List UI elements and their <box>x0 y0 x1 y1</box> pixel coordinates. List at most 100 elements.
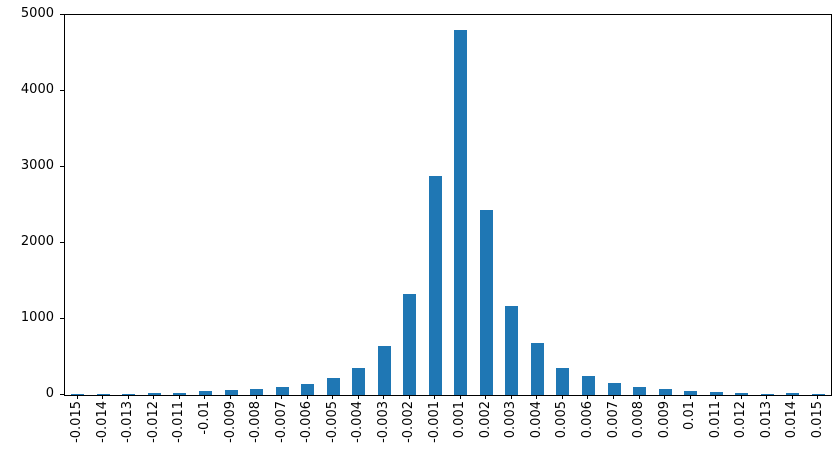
bar <box>147 393 161 395</box>
x-tick-mark <box>561 395 563 399</box>
x-tick-label: 0.014 <box>784 401 800 439</box>
y-tick-label: 0 <box>45 386 54 401</box>
x-tick-mark <box>817 395 819 399</box>
bar <box>735 393 749 395</box>
bar <box>811 394 825 395</box>
x-tick-label: -0.011 <box>171 401 187 443</box>
y-tick-label: 5000 <box>20 6 54 21</box>
bar <box>760 394 774 395</box>
bar <box>301 384 315 395</box>
x-tick-mark <box>332 395 334 399</box>
x-tick-label: 0.005 <box>554 401 570 439</box>
y-tick-mark <box>60 394 64 395</box>
bar <box>122 394 136 395</box>
bar <box>684 391 698 395</box>
x-tick-mark <box>510 395 512 399</box>
bar <box>352 368 366 395</box>
x-tick-label: -0.008 <box>248 401 263 443</box>
bar <box>403 294 417 395</box>
x-tick-mark <box>485 395 487 399</box>
x-tick-label: -0.014 <box>94 401 110 443</box>
x-tick-mark <box>127 395 129 399</box>
bar <box>556 368 570 395</box>
x-tick-mark <box>791 395 793 399</box>
x-tick-label: -0.009 <box>222 401 238 443</box>
x-tick-mark <box>740 395 742 399</box>
x-tick-label: 0.011 <box>707 401 723 439</box>
y-tick-label: 1000 <box>20 310 54 325</box>
plot-area <box>64 14 832 396</box>
bar <box>709 392 723 395</box>
bar <box>607 383 621 395</box>
bar <box>275 387 289 395</box>
x-tick-label: -0.013 <box>120 401 136 443</box>
y-tick-mark <box>60 242 64 243</box>
x-tick-mark <box>715 395 717 399</box>
bar <box>96 394 110 395</box>
bar <box>198 391 212 395</box>
x-tick-mark <box>204 395 206 399</box>
x-tick-mark <box>383 395 385 399</box>
bar <box>786 393 800 395</box>
y-tick-label: 3000 <box>20 158 54 173</box>
y-tick-label: 4000 <box>20 82 54 97</box>
x-tick-mark <box>434 395 436 399</box>
bar <box>428 176 442 395</box>
y-tick-mark <box>60 318 64 319</box>
bar <box>530 343 544 395</box>
x-tick-mark <box>613 395 614 399</box>
x-tick-mark <box>102 395 104 399</box>
x-tick-label: 0.009 <box>656 401 672 439</box>
x-tick-mark <box>689 395 691 399</box>
x-tick-label: -0.004 <box>350 401 366 443</box>
x-tick-label: 0.01 <box>682 401 698 430</box>
x-tick-mark <box>536 395 538 399</box>
bar <box>377 346 391 395</box>
bar <box>250 389 263 395</box>
x-tick-mark <box>408 395 410 399</box>
bar <box>224 390 238 395</box>
x-tick-label: -0.01 <box>196 401 212 435</box>
x-tick-label: 0.004 <box>528 401 544 439</box>
x-tick-label: -0.001 <box>426 401 442 443</box>
x-tick-label: -0.005 <box>324 401 340 443</box>
bar <box>633 387 646 395</box>
bar <box>71 394 85 395</box>
bar <box>454 30 468 395</box>
x-tick-label: 0.007 <box>605 401 621 439</box>
y-tick-mark <box>60 90 64 91</box>
bar <box>479 210 493 395</box>
x-tick-mark <box>153 395 155 399</box>
x-tick-label: 0.001 <box>452 401 468 439</box>
x-tick-label: -0.002 <box>401 401 417 443</box>
x-tick-label: 0.002 <box>477 401 493 439</box>
x-tick-label: -0.003 <box>375 401 391 443</box>
bar <box>505 306 519 395</box>
bar <box>173 393 187 395</box>
x-tick-label: 0.006 <box>579 401 595 439</box>
bar <box>581 376 595 395</box>
x-tick-label: -0.015 <box>69 401 85 443</box>
y-tick-mark <box>60 14 64 15</box>
x-tick-mark <box>766 395 768 399</box>
bar <box>326 378 340 395</box>
x-tick-mark <box>230 395 231 399</box>
x-tick-label: -0.006 <box>299 401 315 443</box>
x-tick-mark <box>459 395 461 399</box>
x-tick-label: 0.013 <box>758 401 774 439</box>
x-tick-mark <box>587 395 589 399</box>
y-tick-mark <box>60 166 64 167</box>
x-tick-label: 0.003 <box>503 401 519 439</box>
x-tick-mark <box>178 395 180 399</box>
x-tick-mark <box>281 395 282 399</box>
x-tick-label: -0.007 <box>273 401 289 443</box>
y-tick-label: 2000 <box>20 234 54 249</box>
x-tick-mark <box>664 395 665 399</box>
bar <box>658 389 672 395</box>
x-tick-label: 0.012 <box>733 401 749 439</box>
x-tick-label: 0.008 <box>631 401 646 439</box>
x-tick-label: 0.015 <box>809 401 825 439</box>
x-tick-mark <box>638 395 640 399</box>
x-tick-mark <box>357 395 359 399</box>
